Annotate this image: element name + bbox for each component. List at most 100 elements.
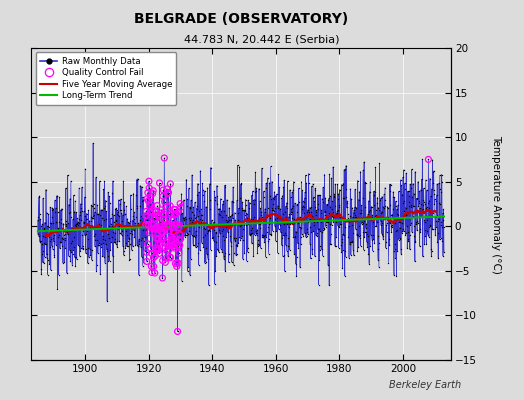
Point — [158, 236, 166, 243]
Point — [173, 222, 181, 228]
Point — [162, 240, 170, 247]
Point — [148, 208, 157, 214]
Point — [169, 243, 178, 250]
Point — [146, 210, 154, 216]
Point — [177, 204, 185, 210]
Point — [163, 190, 172, 197]
Point — [160, 210, 168, 217]
Point — [158, 275, 167, 281]
Point — [164, 242, 172, 249]
Point — [424, 156, 433, 163]
Point — [154, 241, 162, 248]
Point — [156, 223, 164, 229]
Point — [174, 224, 183, 231]
Point — [154, 226, 162, 232]
Point — [146, 246, 155, 252]
Point — [165, 189, 173, 196]
Point — [176, 236, 184, 242]
Point — [155, 180, 163, 186]
Point — [145, 222, 153, 229]
Point — [165, 246, 173, 253]
Point — [168, 222, 177, 228]
Point — [167, 234, 176, 240]
Point — [142, 208, 150, 215]
Point — [176, 232, 184, 238]
Point — [144, 241, 152, 247]
Point — [152, 247, 161, 254]
Point — [161, 245, 169, 251]
Point — [144, 222, 152, 228]
Point — [154, 236, 162, 242]
Text: 44.783 N, 20.442 E (Serbia): 44.783 N, 20.442 E (Serbia) — [184, 34, 340, 44]
Point — [156, 239, 164, 246]
Point — [162, 255, 170, 262]
Point — [145, 185, 154, 191]
Point — [145, 230, 154, 236]
Point — [166, 181, 174, 187]
Point — [146, 202, 154, 209]
Point — [155, 236, 163, 242]
Point — [169, 217, 177, 224]
Point — [157, 207, 166, 213]
Point — [150, 225, 158, 232]
Legend: Raw Monthly Data, Quality Control Fail, Five Year Moving Average, Long-Term Tren: Raw Monthly Data, Quality Control Fail, … — [36, 52, 177, 105]
Point — [151, 226, 159, 232]
Point — [152, 235, 160, 242]
Point — [172, 238, 180, 244]
Point — [169, 224, 177, 231]
Point — [169, 228, 178, 235]
Point — [148, 190, 157, 197]
Point — [160, 155, 169, 161]
Point — [175, 237, 183, 244]
Point — [168, 242, 177, 248]
Point — [163, 186, 171, 192]
Point — [170, 212, 179, 218]
Point — [152, 225, 161, 232]
Point — [173, 328, 182, 335]
Point — [167, 238, 176, 244]
Point — [168, 236, 176, 243]
Point — [151, 216, 160, 222]
Point — [159, 193, 167, 199]
Point — [154, 212, 162, 219]
Point — [144, 198, 152, 204]
Point — [149, 222, 157, 228]
Point — [153, 246, 161, 252]
Point — [144, 190, 152, 196]
Point — [166, 243, 174, 249]
Point — [147, 200, 155, 207]
Point — [157, 210, 165, 216]
Point — [163, 224, 172, 230]
Point — [142, 213, 150, 219]
Point — [175, 222, 183, 228]
Point — [147, 263, 156, 270]
Point — [151, 209, 160, 215]
Point — [176, 242, 184, 248]
Point — [147, 209, 155, 215]
Point — [159, 187, 168, 193]
Point — [149, 188, 157, 194]
Text: Berkeley Earth: Berkeley Earth — [389, 380, 461, 390]
Point — [171, 221, 179, 227]
Point — [151, 253, 159, 259]
Point — [174, 250, 183, 256]
Point — [149, 254, 158, 261]
Point — [166, 254, 174, 260]
Point — [171, 211, 180, 217]
Point — [147, 250, 156, 257]
Point — [174, 209, 182, 215]
Point — [143, 217, 151, 223]
Point — [160, 198, 169, 205]
Point — [150, 270, 159, 276]
Point — [159, 257, 167, 264]
Point — [166, 202, 174, 209]
Point — [172, 240, 181, 246]
Title: BELGRADE (OBSERVATORY): BELGRADE (OBSERVATORY) — [134, 12, 348, 26]
Point — [172, 263, 181, 270]
Point — [145, 178, 153, 184]
Point — [153, 202, 161, 209]
Point — [163, 204, 171, 210]
Point — [164, 222, 172, 228]
Point — [161, 219, 170, 225]
Point — [168, 242, 176, 249]
